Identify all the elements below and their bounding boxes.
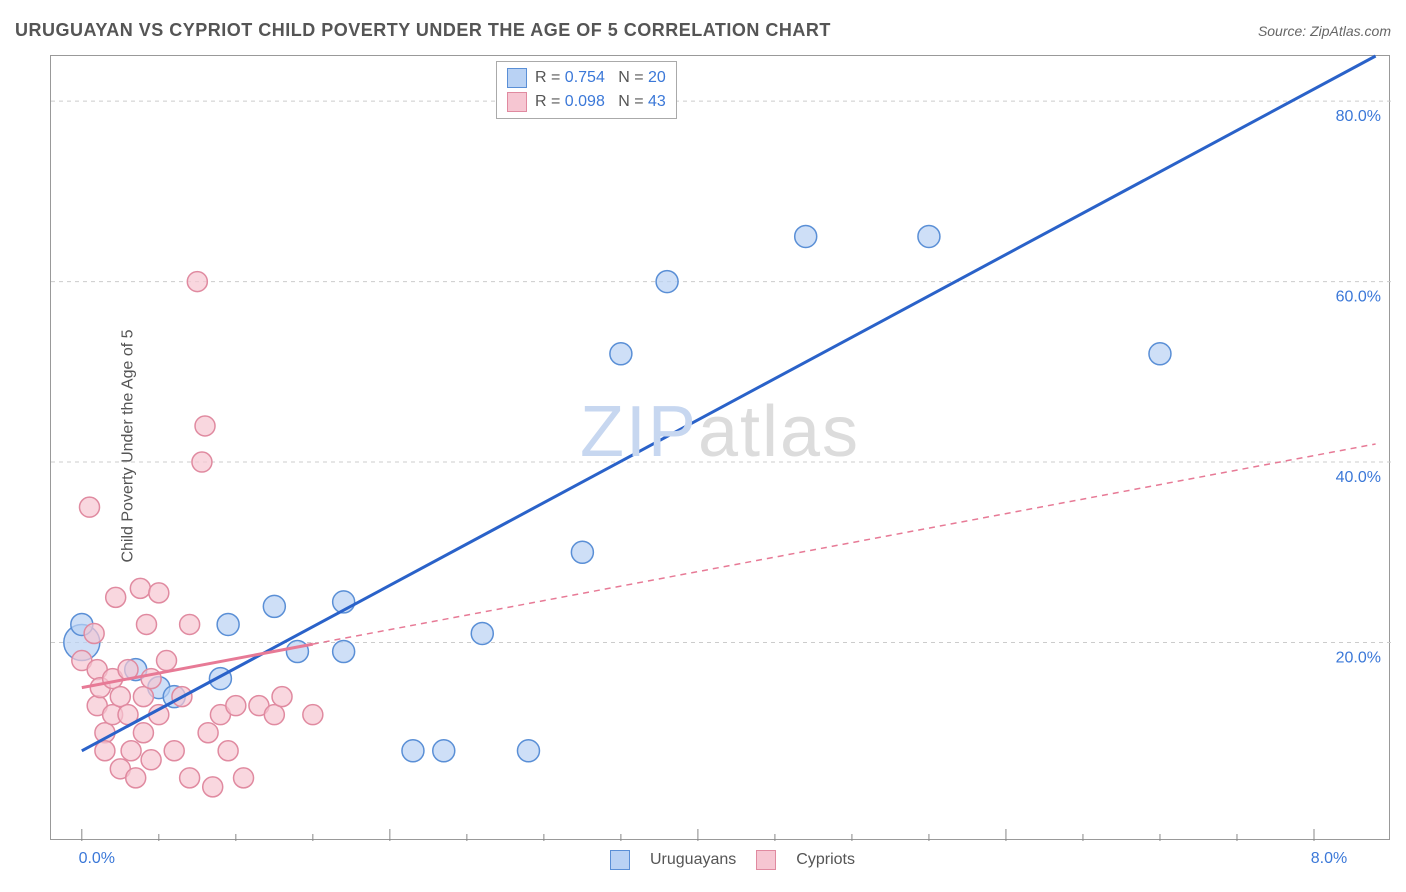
data-point bbox=[795, 225, 817, 247]
data-point bbox=[264, 705, 284, 725]
data-point bbox=[164, 741, 184, 761]
legend-swatch bbox=[507, 68, 527, 88]
data-point bbox=[126, 768, 146, 788]
data-point bbox=[272, 687, 292, 707]
data-point bbox=[333, 641, 355, 663]
data-point bbox=[198, 723, 218, 743]
legend-text: R = 0.098 N = 43 bbox=[535, 93, 666, 111]
data-point bbox=[141, 750, 161, 770]
chart-title: URUGUAYAN VS CYPRIOT CHILD POVERTY UNDER… bbox=[15, 20, 831, 41]
data-point bbox=[141, 669, 161, 689]
data-point bbox=[149, 583, 169, 603]
y-tick-label: 20.0% bbox=[1336, 649, 1381, 666]
data-point bbox=[656, 271, 678, 293]
data-point bbox=[84, 623, 104, 643]
legend-series-label: Uruguayans bbox=[650, 851, 736, 869]
y-tick-label: 80.0% bbox=[1336, 108, 1381, 125]
data-point bbox=[192, 452, 212, 472]
plot-area: 20.0%40.0%60.0%80.0%0.0%8.0% ZIPatlas R … bbox=[50, 55, 1390, 840]
data-point bbox=[610, 343, 632, 365]
data-point bbox=[121, 741, 141, 761]
legend-swatch bbox=[610, 850, 630, 870]
data-point bbox=[106, 587, 126, 607]
data-point bbox=[286, 641, 308, 663]
data-point bbox=[110, 687, 130, 707]
y-tick-label: 60.0% bbox=[1336, 289, 1381, 306]
legend-text: R = 0.754 N = 20 bbox=[535, 69, 666, 87]
data-point bbox=[402, 740, 424, 762]
legend-swatch bbox=[507, 92, 527, 112]
data-point bbox=[180, 614, 200, 634]
y-tick-label: 40.0% bbox=[1336, 469, 1381, 486]
data-point bbox=[180, 768, 200, 788]
data-point bbox=[918, 225, 940, 247]
data-point bbox=[157, 651, 177, 671]
chart-source: Source: ZipAtlas.com bbox=[1258, 23, 1391, 39]
data-point bbox=[433, 740, 455, 762]
regression-line-dashed bbox=[313, 444, 1376, 644]
data-point bbox=[80, 497, 100, 517]
data-point bbox=[517, 740, 539, 762]
data-point bbox=[195, 416, 215, 436]
regression-line bbox=[82, 56, 1376, 751]
data-point bbox=[218, 741, 238, 761]
data-point bbox=[303, 705, 323, 725]
data-point bbox=[226, 696, 246, 716]
data-point bbox=[130, 578, 150, 598]
legend-row: R = 0.754 N = 20 bbox=[507, 66, 666, 90]
data-point bbox=[571, 541, 593, 563]
data-point bbox=[136, 614, 156, 634]
data-point bbox=[471, 622, 493, 644]
data-point bbox=[133, 723, 153, 743]
data-point bbox=[217, 613, 239, 635]
x-tick-label: 8.0% bbox=[1311, 850, 1347, 867]
legend-swatch bbox=[756, 850, 776, 870]
data-point bbox=[234, 768, 254, 788]
regression-line bbox=[82, 644, 313, 688]
legend-series-label: Cypriots bbox=[796, 851, 855, 869]
data-point bbox=[187, 272, 207, 292]
legend-row: R = 0.098 N = 43 bbox=[507, 90, 666, 114]
correlation-legend: R = 0.754 N = 20 R = 0.098 N = 43 bbox=[496, 61, 677, 119]
chart-svg: 20.0% 40.0% 60.0% 80.0% 0.0% 8.0% bbox=[51, 56, 1391, 871]
x-tick-label: 0.0% bbox=[79, 850, 115, 867]
series-legend: Uruguayans Cypriots bbox=[610, 850, 855, 870]
data-point bbox=[203, 777, 223, 797]
data-point bbox=[263, 595, 285, 617]
data-point bbox=[1149, 343, 1171, 365]
data-point bbox=[133, 687, 153, 707]
